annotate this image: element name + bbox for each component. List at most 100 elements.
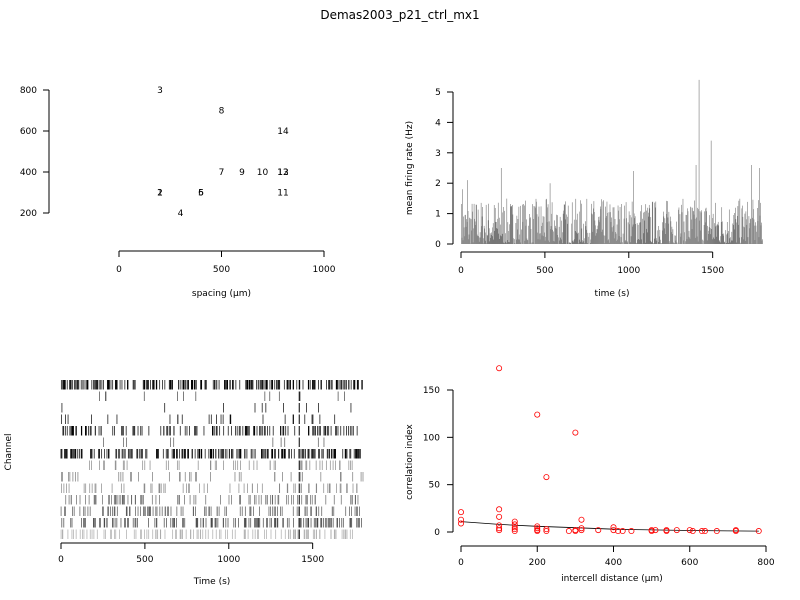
x-tick-label: 0 (458, 266, 464, 276)
data-point (496, 522, 503, 529)
data-point (572, 429, 579, 436)
data-point (511, 518, 518, 525)
data-point (534, 523, 541, 530)
data-point (578, 527, 585, 534)
channel-label: 12 (277, 168, 288, 178)
data-point (457, 516, 464, 523)
channel-label: 13 (277, 168, 288, 178)
channel-label: 9 (239, 168, 245, 178)
x-tick-label: 400 (605, 558, 622, 568)
data-point (732, 527, 739, 534)
data-point (610, 527, 617, 534)
data-point (702, 528, 709, 535)
y-axis-label: mean firing rate (Hz) (405, 121, 415, 215)
y-tick-label: 50 (429, 481, 441, 491)
x-tick-label: 200 (529, 558, 546, 568)
x-axis-label: time (s) (595, 289, 630, 299)
data-point (689, 528, 696, 535)
correlation-index-panel: 0 200 400 600 800 intercell distance (µm) 0 50 1… (405, 365, 775, 584)
x-axis-label: spacing (µm) (192, 289, 251, 299)
y-tick-label: 0 (434, 528, 440, 538)
data-point (457, 520, 464, 527)
data-point (534, 525, 541, 532)
x-axis-label: intercell distance (µm) (561, 574, 663, 584)
x-tick-label: 1500 (701, 266, 724, 276)
y-tick-label: 400 (20, 168, 37, 178)
data-point (619, 528, 626, 535)
data-point (511, 528, 518, 535)
x-tick-label: 1000 (313, 265, 336, 275)
data-point (595, 527, 602, 534)
data-point (578, 525, 585, 532)
data-point (663, 527, 670, 534)
data-point (652, 527, 659, 534)
x-tick-label: 500 (213, 265, 230, 275)
data-point (534, 411, 541, 418)
x-tick-label: 600 (681, 558, 698, 568)
data-point (628, 528, 635, 535)
data-point (572, 528, 579, 535)
data-point (673, 527, 680, 534)
y-tick-label: 0 (435, 240, 441, 250)
fit-curve (460, 521, 759, 532)
data-point (511, 521, 518, 528)
y-axis-label: Channel (4, 434, 14, 471)
data-point (565, 528, 572, 535)
y-tick-label: 100 (423, 433, 440, 443)
data-point (543, 528, 550, 535)
channel-label: 4 (178, 209, 184, 219)
channel-label: 1 (157, 189, 163, 199)
y-axis-label: correlation index (405, 423, 415, 499)
page-title: Demas2003_p21_ctrl_mx1 (320, 8, 480, 22)
data-point (686, 527, 693, 534)
y-tick-label: 3 (435, 149, 441, 159)
data-point (713, 528, 720, 535)
data-point (496, 525, 503, 532)
x-tick-label: 500 (536, 266, 553, 276)
y-tick-label: 1 (435, 210, 441, 220)
data-point (496, 513, 503, 520)
data-point (755, 528, 762, 535)
channel-label: 2 (157, 189, 163, 199)
y-tick-label: 600 (20, 127, 37, 137)
channel-label: 7 (219, 168, 225, 178)
y-tick-label: 2 (435, 179, 441, 189)
y-tick-label: 200 (20, 209, 37, 219)
x-tick-label: 500 (136, 555, 153, 565)
data-point (648, 528, 655, 535)
data-point (496, 527, 503, 534)
channel-label: 10 (257, 168, 269, 178)
channel-label: 5 (198, 189, 204, 199)
data-point (496, 365, 503, 372)
x-tick-label: 800 (757, 558, 774, 568)
data-point (615, 528, 622, 535)
data-point (698, 528, 705, 535)
y-tick-label: 5 (435, 88, 441, 98)
x-tick-label: 1000 (617, 266, 640, 276)
data-point (534, 528, 541, 535)
data-point (543, 526, 550, 533)
x-axis-label: Time (s) (193, 577, 231, 587)
data-point (578, 516, 585, 523)
x-tick-label: 0 (58, 555, 64, 565)
channel-label: 3 (157, 86, 163, 96)
x-tick-label: 0 (458, 558, 464, 568)
y-tick-label: 800 (20, 86, 37, 96)
mean-firing-rate-panel: 0 500 1000 1500 time (s) 0 1 2 3 4 5 mean firing ra… (405, 79, 763, 299)
channel-label: 11 (277, 189, 288, 199)
channel-label: 8 (219, 107, 225, 117)
data-point (543, 474, 550, 481)
channel-label: 6 (198, 189, 204, 199)
y-tick-label: 150 (423, 386, 440, 396)
data-point (511, 526, 518, 533)
data-point (496, 506, 503, 513)
y-tick-label: 4 (435, 118, 441, 128)
channel-label: 14 (277, 127, 289, 137)
data-point (610, 524, 617, 531)
data-point (457, 509, 464, 516)
spike-raster-panel: 0 500 1000 1500 Time (s) Channel (4, 380, 364, 587)
x-tick-label: 1500 (301, 555, 324, 565)
data-point (511, 524, 518, 531)
